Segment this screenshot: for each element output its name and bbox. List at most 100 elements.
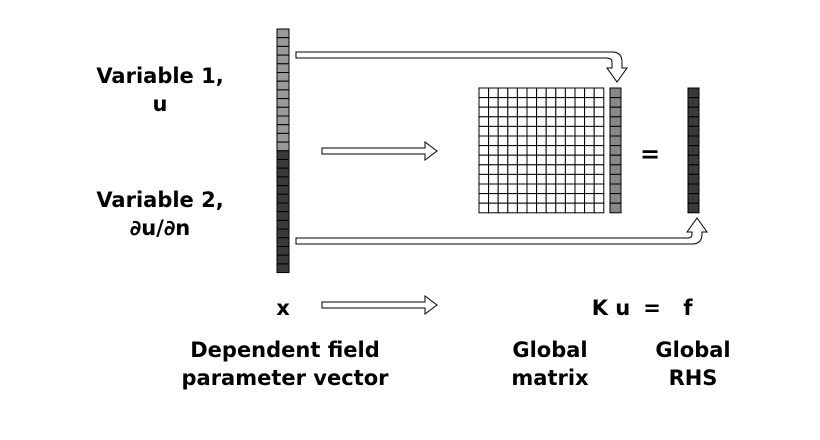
rhs-caption: Global RHS — [643, 336, 743, 392]
rhs-vector-cell — [687, 183, 700, 195]
matrix-cell — [516, 193, 528, 204]
matrix-cell — [478, 202, 490, 214]
matrix-cell — [574, 145, 586, 156]
global-matrix-grid — [478, 87, 605, 214]
matrix-cell — [593, 183, 605, 195]
variable1-cell — [276, 28, 290, 39]
matrix-cell — [593, 87, 605, 99]
matrix-cell — [516, 154, 528, 166]
matrix-cell — [478, 145, 490, 156]
matrix-cell — [507, 154, 518, 166]
rhs-vector-cell — [687, 154, 700, 166]
matrix-cell — [545, 125, 557, 137]
u-vector-cell — [609, 116, 622, 127]
field-parameter-vector — [276, 28, 290, 274]
matrix-cell — [497, 164, 509, 175]
u-vector-cell — [609, 183, 622, 195]
matrix-cell — [555, 154, 566, 166]
matrix-cell — [593, 164, 605, 175]
variable2-cell — [276, 263, 290, 274]
matrix-cell — [507, 183, 518, 195]
matrix-cell — [584, 106, 595, 118]
matrix-cell — [526, 183, 538, 195]
matrix-cell — [497, 202, 509, 214]
equation-rhs: f — [683, 296, 693, 320]
matrix-cell — [526, 193, 538, 204]
variable2-cell — [276, 159, 290, 169]
matrix-cell — [478, 106, 490, 118]
rhs-caption-line1: Global — [655, 338, 731, 362]
matrix-cell — [584, 87, 595, 99]
matrix-cell — [555, 202, 566, 214]
matrix-cell — [536, 154, 547, 166]
rhs-vector-cell — [687, 97, 700, 108]
u-vector-cell — [609, 202, 622, 214]
matrix-cell — [526, 173, 538, 185]
matrix-cell — [593, 97, 605, 108]
matrix-cell — [536, 193, 547, 204]
matrix-cell — [488, 116, 499, 127]
rhs-vector-cell — [687, 106, 700, 118]
matrix-cell — [478, 87, 490, 99]
matrix-cell — [555, 97, 566, 108]
matrix-cell — [497, 135, 509, 147]
matrix-cell — [478, 154, 490, 166]
matrix-cell — [488, 173, 499, 185]
variable2-cell — [276, 185, 290, 195]
matrix-cell — [536, 145, 547, 156]
matrix-cell — [507, 125, 518, 137]
matrix-cell — [516, 87, 528, 99]
matrix-cell — [545, 135, 557, 147]
rhs-vector-cell — [687, 202, 700, 214]
matrix-cell — [574, 106, 586, 118]
matrix-cell — [526, 202, 538, 214]
matrix-cell — [478, 116, 490, 127]
rhs-vector-cell — [687, 193, 700, 204]
u-vector-cell — [609, 193, 622, 204]
variable-2-label: Variable 2, ∂u/∂n — [90, 186, 230, 242]
matrix-cell — [478, 97, 490, 108]
matrix-cell — [488, 97, 499, 108]
matrix-cell — [574, 164, 586, 175]
matrix-cell — [536, 183, 547, 195]
matrix-cell — [507, 87, 518, 99]
matrix-cell — [478, 125, 490, 137]
variable1-cell — [276, 63, 290, 73]
variable2-cell — [276, 193, 290, 204]
variable1-cell — [276, 80, 290, 91]
matrix-cell — [478, 183, 490, 195]
matrix-cell — [545, 173, 557, 185]
matrix-cell — [555, 183, 566, 195]
matrix-cell — [497, 173, 509, 185]
matrix-cell — [526, 125, 538, 137]
matrix-cell — [574, 183, 586, 195]
variable1-cell — [276, 98, 290, 108]
matrix-cell — [516, 97, 528, 108]
matrix-cell — [564, 193, 576, 204]
matrix-cell — [478, 135, 490, 147]
matrix-cell — [507, 202, 518, 214]
matrix-cell — [536, 116, 547, 127]
u-vector — [609, 87, 622, 214]
matrix-cell — [584, 116, 595, 127]
matrix-cell — [516, 125, 528, 137]
variable2-cell — [276, 211, 290, 221]
matrix-cell — [564, 116, 576, 127]
matrix-cell — [516, 135, 528, 147]
matrix-cell — [488, 154, 499, 166]
variable1-cell — [276, 141, 290, 152]
matrix-cell — [545, 97, 557, 108]
matrix-cell — [564, 202, 576, 214]
matrix-cell — [564, 164, 576, 175]
matrix-cell — [497, 87, 509, 99]
matrix-cell — [555, 145, 566, 156]
matrix-cell — [574, 87, 586, 99]
u-vector-cell — [609, 125, 622, 137]
matrix-cell — [536, 125, 547, 137]
matrix-cell — [526, 154, 538, 166]
rhs-vector-cell — [687, 145, 700, 156]
matrix-cell — [526, 135, 538, 147]
variable1-to-u-arrow — [295, 51, 628, 83]
u-vector-cell — [609, 154, 622, 166]
matrix-cell — [545, 183, 557, 195]
